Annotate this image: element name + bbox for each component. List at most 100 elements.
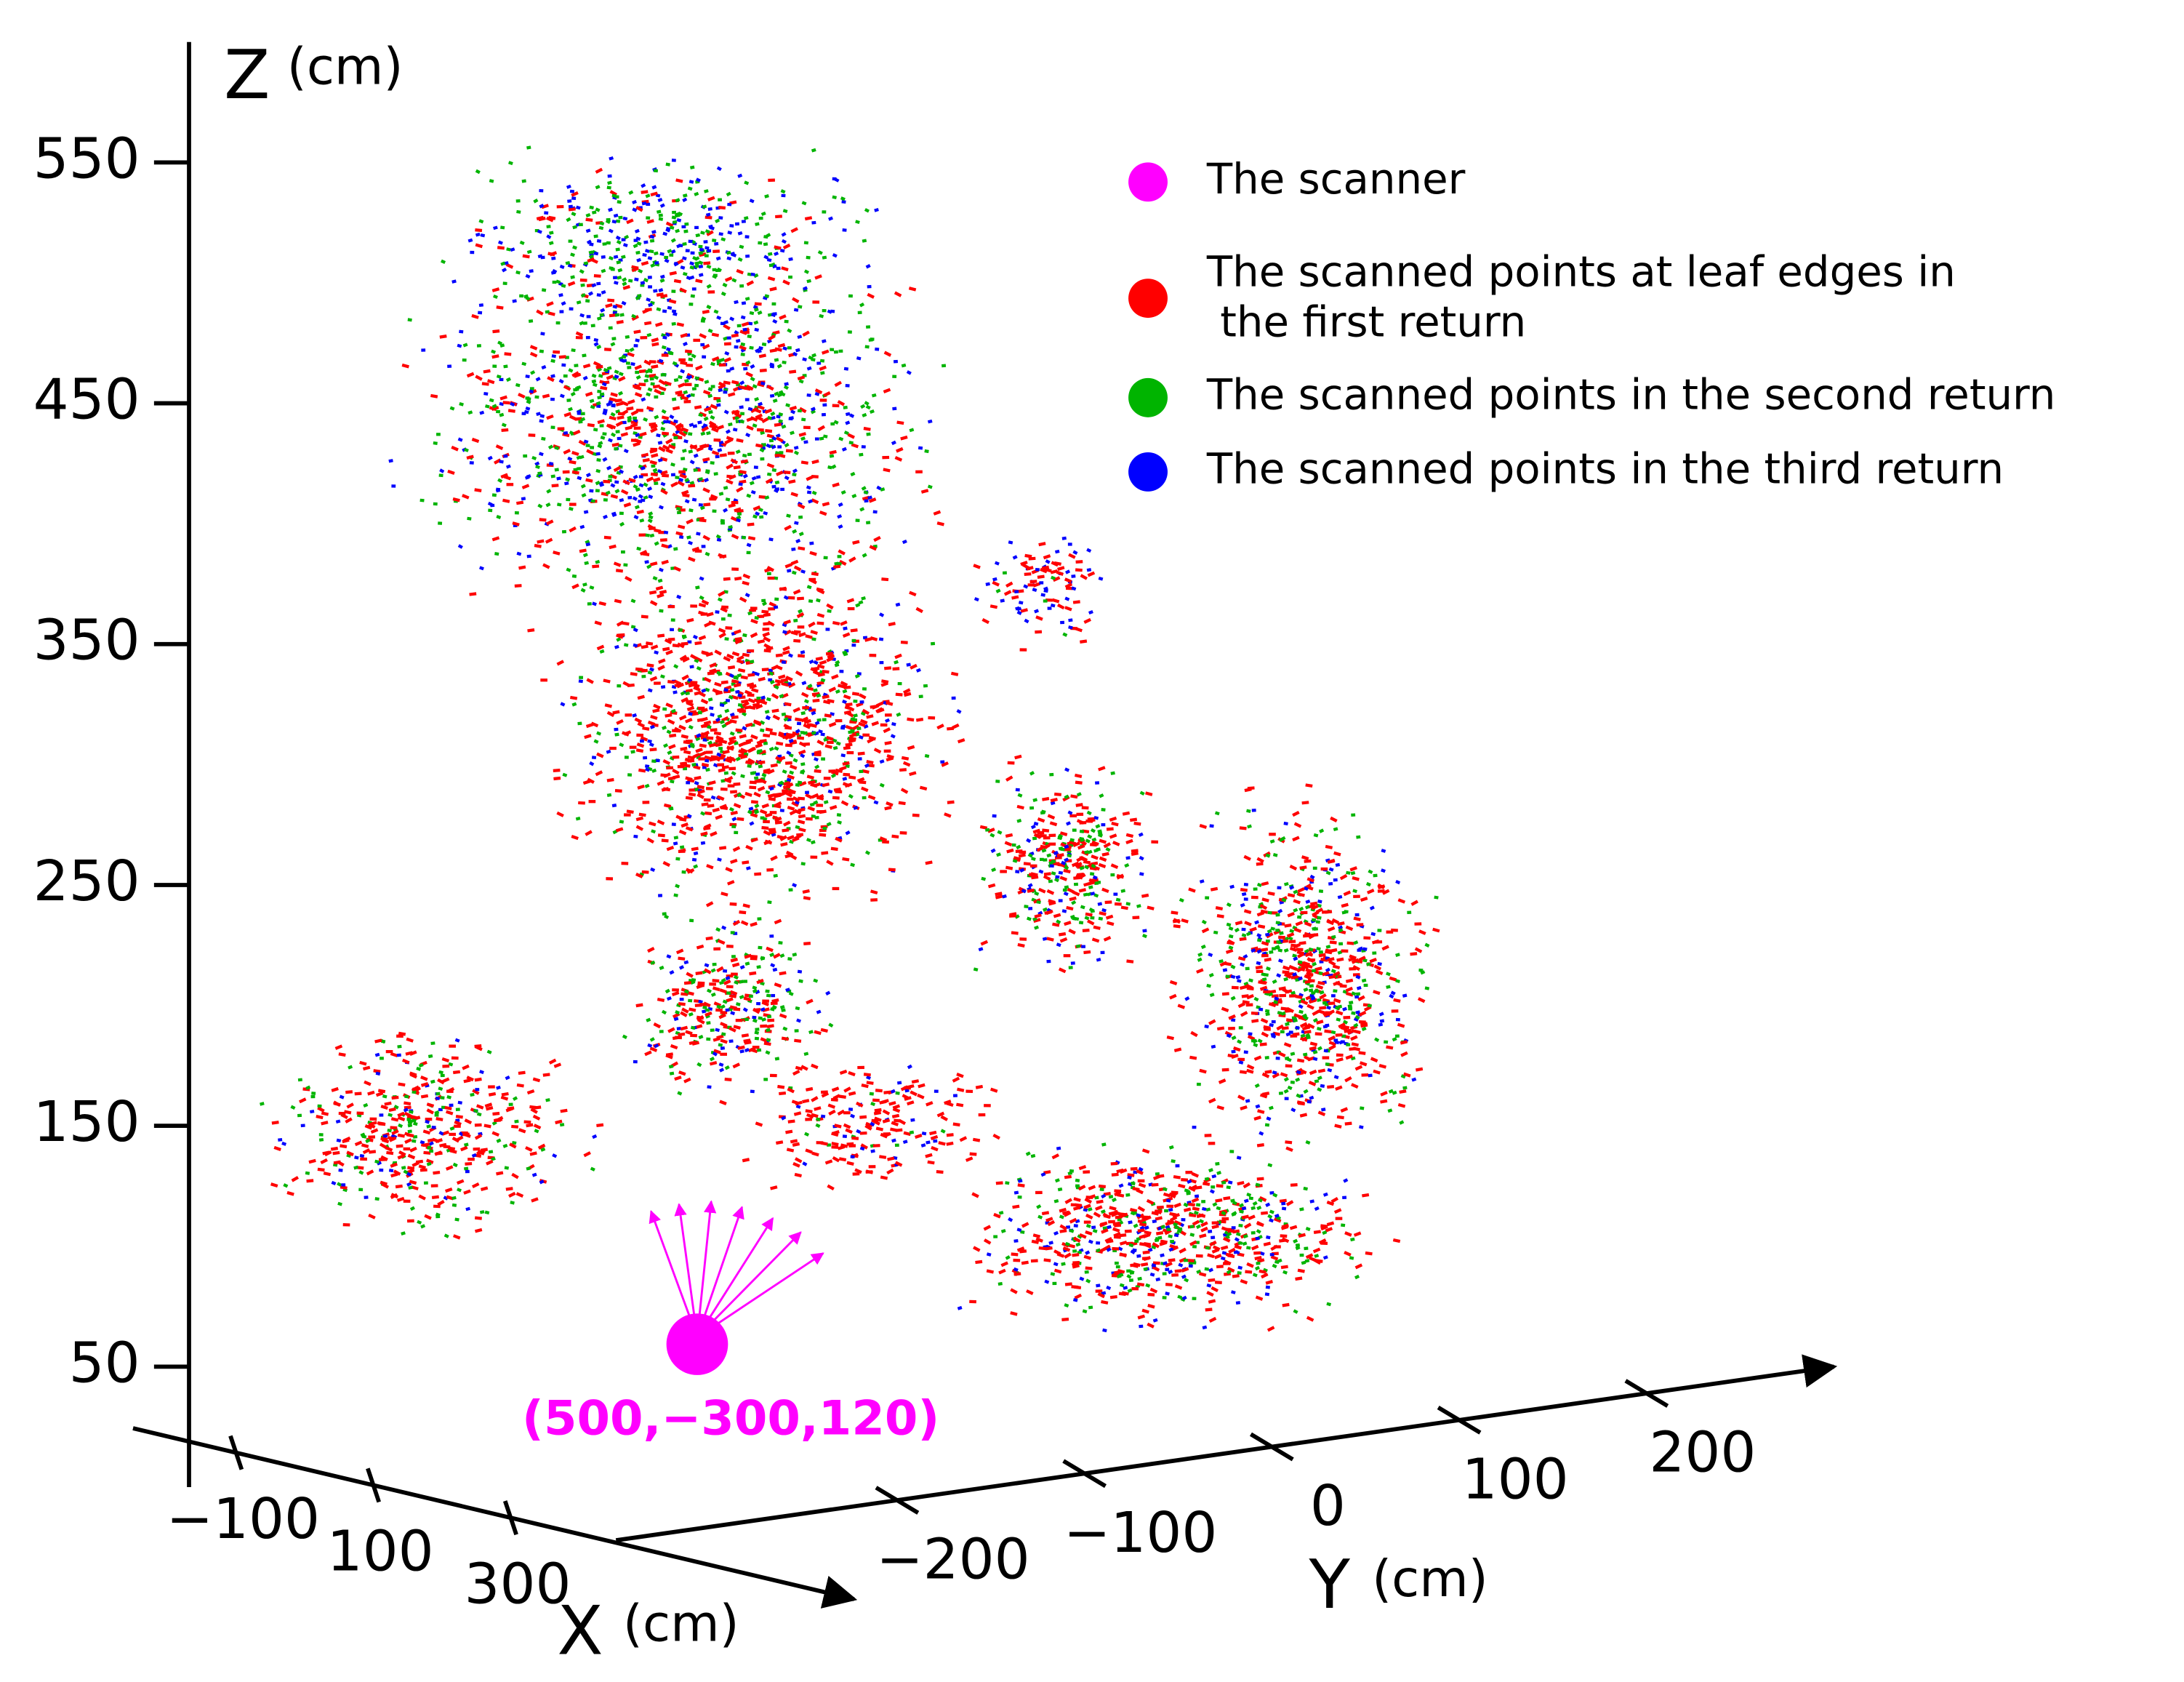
- cloud-point: [675, 531, 683, 537]
- cloud-point: [1088, 885, 1093, 889]
- cloud-point: [1128, 1278, 1134, 1283]
- cloud-point: [638, 383, 646, 387]
- cloud-point: [792, 758, 798, 763]
- cloud-point: [1397, 898, 1406, 904]
- cloud-point: [579, 269, 585, 274]
- cloud-point: [636, 546, 641, 551]
- cloud-point: [546, 519, 554, 526]
- cloud-point: [603, 368, 609, 372]
- cloud-point: [707, 446, 713, 452]
- cloud-point: [709, 1057, 715, 1062]
- cloud-point: [467, 238, 473, 243]
- cloud-point: [857, 311, 862, 315]
- cloud-point: [835, 836, 843, 843]
- cloud-point: [449, 406, 455, 411]
- cloud-point: [670, 618, 675, 622]
- cloud-point: [747, 747, 755, 753]
- cloud-point: [1139, 872, 1144, 876]
- cloud-point: [879, 782, 885, 788]
- cloud-point: [899, 831, 907, 835]
- cloud-point: [1169, 993, 1177, 1000]
- cloud-point: [754, 1036, 760, 1041]
- cloud-point: [720, 779, 726, 783]
- cloud-point: [1231, 1049, 1236, 1054]
- cloud-point: [840, 726, 846, 730]
- cloud-point: [736, 673, 742, 678]
- cloud-point: [1243, 854, 1251, 861]
- cloud-point: [1292, 810, 1300, 817]
- cloud-point: [802, 889, 810, 894]
- cloud-point: [730, 458, 739, 465]
- cloud-point: [643, 495, 649, 500]
- cloud-point: [1345, 978, 1354, 983]
- cloud-point: [668, 420, 677, 426]
- cloud-point: [776, 364, 782, 369]
- cloud-point: [811, 490, 817, 496]
- cloud-point: [1058, 870, 1064, 875]
- cloud-point: [625, 575, 633, 582]
- cloud-point: [616, 718, 624, 725]
- cloud-point: [821, 851, 829, 855]
- cloud-point: [651, 185, 657, 190]
- cloud-point: [1070, 961, 1075, 965]
- cloud-point: [1299, 1113, 1308, 1118]
- cloud-point: [1075, 1242, 1081, 1247]
- cloud-point: [700, 612, 708, 616]
- cloud-point: [731, 771, 736, 776]
- cloud-point: [1373, 990, 1381, 996]
- cloud-point: [616, 239, 622, 245]
- cloud-point: [568, 207, 576, 212]
- cloud-point: [1258, 1131, 1264, 1136]
- cloud-point: [803, 699, 809, 704]
- cloud-point: [500, 225, 505, 230]
- cloud-point: [900, 640, 908, 644]
- cloud-point: [830, 422, 835, 426]
- cloud-point: [784, 475, 790, 481]
- cloud-point: [798, 814, 806, 819]
- cloud-point: [789, 764, 798, 770]
- cloud-point: [526, 474, 531, 478]
- cloud-point: [1249, 926, 1257, 932]
- cloud-point: [697, 710, 702, 715]
- cloud-point: [586, 239, 592, 245]
- cloud-point: [803, 731, 808, 735]
- cloud-point: [731, 962, 740, 968]
- cloud-point: [694, 383, 699, 388]
- cloud-point: [649, 821, 657, 827]
- cloud-point: [1211, 1286, 1219, 1292]
- cloud-point: [1345, 925, 1354, 932]
- cloud-point: [865, 264, 871, 269]
- cloud-point: [653, 703, 661, 710]
- cloud-point: [772, 967, 778, 972]
- cloud-point: [753, 776, 759, 780]
- cloud-point: [847, 433, 855, 439]
- cloud-point: [622, 479, 630, 486]
- cloud-point: [696, 532, 701, 536]
- cloud-point: [1276, 973, 1282, 978]
- cloud-point: [846, 750, 854, 755]
- cloud-point: [728, 503, 736, 508]
- cloud-point: [633, 474, 638, 480]
- cloud-point: [478, 311, 483, 315]
- cloud-point: [1254, 920, 1260, 925]
- cloud-point: [852, 718, 858, 722]
- cloud-point: [1333, 989, 1338, 993]
- cloud-point: [757, 785, 766, 792]
- cloud-point: [781, 681, 789, 687]
- cloud-point: [893, 359, 899, 364]
- cloud-point: [744, 760, 753, 766]
- cloud-point: [840, 681, 848, 687]
- cloud-point: [617, 200, 622, 204]
- cloud-point: [678, 383, 686, 388]
- cloud-point: [621, 255, 626, 260]
- cloud-point: [533, 199, 539, 204]
- cloud-point: [692, 424, 698, 428]
- cloud-point: [778, 780, 784, 785]
- cloud-point: [813, 782, 822, 788]
- cloud-point: [846, 598, 855, 604]
- cloud-point: [1333, 878, 1338, 882]
- cloud-point: [585, 478, 593, 483]
- cloud-point: [1119, 1252, 1128, 1258]
- cloud-point: [686, 868, 694, 874]
- cloud-point: [1370, 1057, 1378, 1063]
